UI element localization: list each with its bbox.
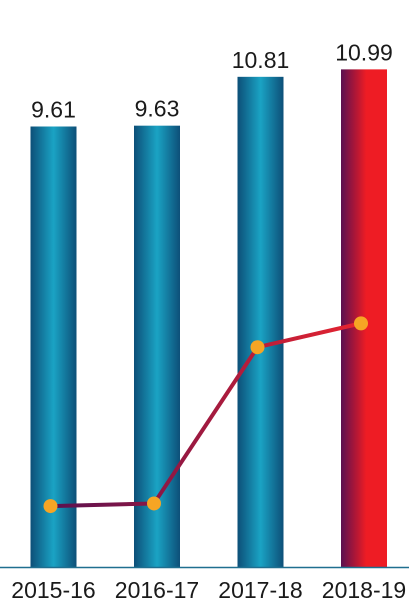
bar-value-label: 9.61 [31,97,76,123]
bar-2016-17 [134,125,180,568]
bar-value-label: 10.81 [232,47,290,73]
trend-point-2015-16 [43,499,58,514]
bar-value-label: 10.99 [335,39,393,65]
trend-line-group [43,316,368,514]
trend-line [48,321,363,509]
bar-value-label: 9.63 [135,96,180,122]
value-labels-group: 9.61 9.63 10.81 10.99 [31,39,393,122]
bar-2017-18 [237,76,284,567]
x-tick-label: 2016-17 [115,577,199,600]
trend-point-2016-17 [147,496,161,511]
trend-point-2018-19 [354,316,368,331]
bars-group [30,69,387,568]
x-tick-label: 2018-19 [322,577,406,600]
trend-point-2017-18 [250,340,265,355]
x-tick-labels-group: 2015-16 2016-17 2017-18 2018-19 [11,577,406,600]
x-tick-label: 2017-18 [218,577,302,600]
bar-2015-16 [30,126,77,567]
x-tick-label: 2015-16 [11,577,95,600]
